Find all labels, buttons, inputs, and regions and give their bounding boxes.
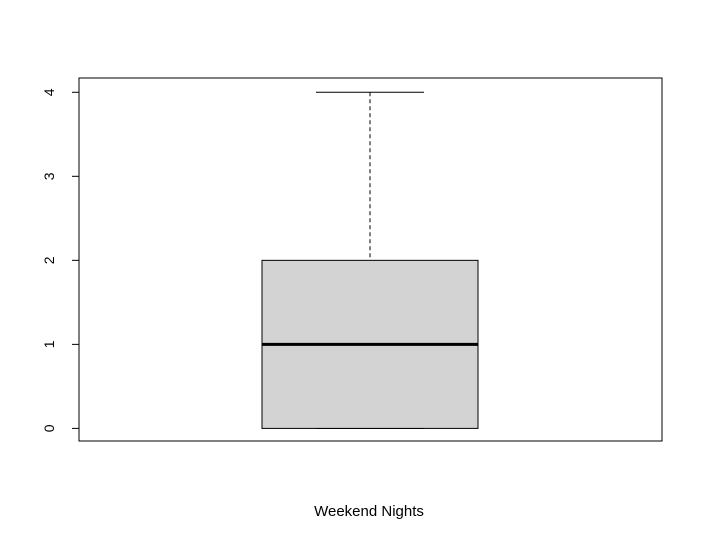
box-group — [261, 91, 479, 429]
y-tick-label: 1 — [41, 340, 57, 348]
x-axis-label: Weekend Nights — [314, 503, 424, 520]
y-tick-label: 4 — [41, 88, 57, 96]
y-tick-label: 2 — [41, 256, 57, 264]
y-axis: 0 1 2 3 4 — [41, 88, 80, 432]
y-tick-label: 3 — [41, 172, 57, 180]
y-tick-label: 0 — [41, 424, 57, 432]
